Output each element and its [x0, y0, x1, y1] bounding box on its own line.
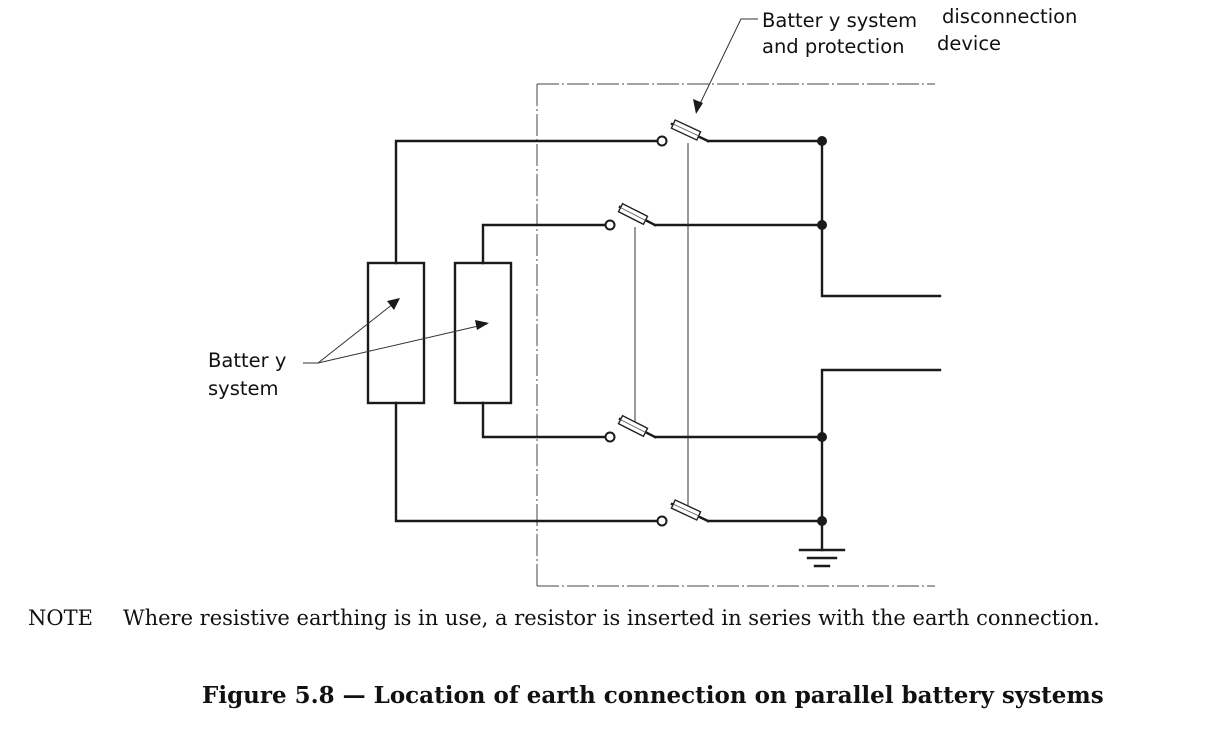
- device-label-line2: and protection: [762, 35, 905, 58]
- earth-ground-symbol: [798, 548, 846, 568]
- device-label-line1b: disconnection: [942, 5, 1077, 28]
- figure-caption: Figure 5.8 — Location of earth connectio…: [202, 682, 1104, 709]
- figure-note: NOTE Where resistive earthing is in use, …: [28, 606, 1100, 630]
- disconnect-switch-3: [604, 414, 657, 443]
- note-tag: NOTE: [28, 606, 93, 630]
- note-text: Where resistive earthing is in use, a re…: [123, 606, 1100, 630]
- device-label-line1: Batter y system: [762, 9, 917, 32]
- wiring: [394, 139, 942, 552]
- device-label-line2b: device: [937, 32, 1001, 55]
- battery-label-line2: system: [208, 377, 279, 400]
- battery-label-line1: Batter y: [208, 349, 286, 372]
- battery-leader-lines: [303, 298, 489, 364]
- enclosure-dashed-box: [536, 83, 935, 587]
- battery-system-1: [366, 261, 426, 405]
- disconnect-switch-2: [604, 202, 657, 231]
- earthing-circuit-diagram: Batter y system disconnection and protec…: [208, 5, 1077, 587]
- battery-system-2: [453, 261, 513, 405]
- disconnect-switch-1: [656, 119, 710, 147]
- device-leader-line: [693, 18, 758, 114]
- disconnect-switch-4: [656, 499, 710, 527]
- junction-dots: [817, 136, 827, 526]
- switch-linkages: [634, 143, 689, 507]
